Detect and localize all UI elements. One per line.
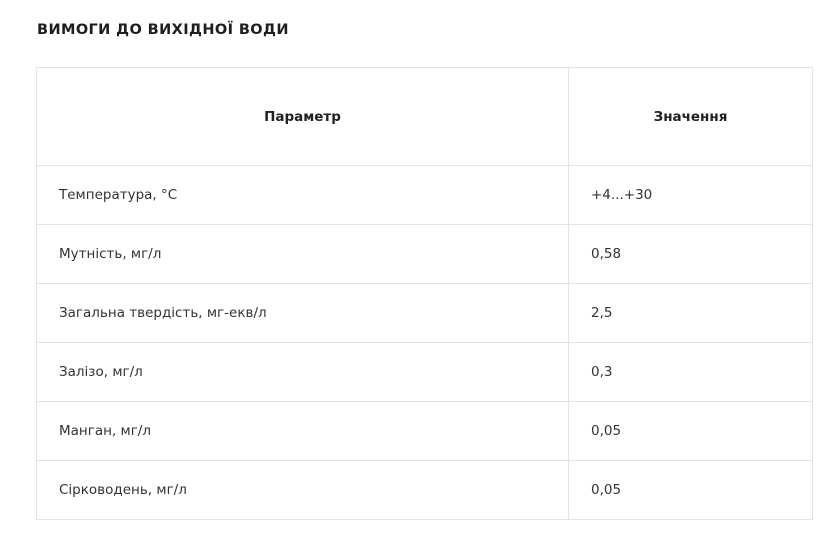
table-row: Залізо, мг/л 0,3 bbox=[36, 342, 813, 402]
parameter-cell: Манган, мг/л bbox=[36, 401, 569, 461]
value-cell: 0,05 bbox=[568, 401, 813, 461]
parameter-cell: Загальна твердість, мг-екв/л bbox=[36, 283, 569, 343]
table-header-row: Параметр Значення bbox=[36, 67, 813, 166]
table-row: Загальна твердість, мг-екв/л 2,5 bbox=[36, 283, 813, 343]
table-row: Сірководень, мг/л 0,05 bbox=[36, 460, 813, 520]
value-cell: 0,3 bbox=[568, 342, 813, 402]
parameter-cell: Залізо, мг/л bbox=[36, 342, 569, 402]
header-parameter: Параметр bbox=[36, 67, 569, 166]
value-cell: 2,5 bbox=[568, 283, 813, 343]
parameter-cell: Температура, °С bbox=[36, 165, 569, 225]
table-row: Мутність, мг/л 0,58 bbox=[36, 224, 813, 284]
section-title: ВИМОГИ ДО ВИХІДНОЇ ВОДИ bbox=[37, 22, 289, 38]
value-cell: +4...+30 bbox=[568, 165, 813, 225]
value-cell: 0,58 bbox=[568, 224, 813, 284]
header-value: Значення bbox=[568, 67, 813, 166]
table-row: Температура, °С +4...+30 bbox=[36, 165, 813, 225]
value-cell: 0,05 bbox=[568, 460, 813, 520]
parameter-cell: Мутність, мг/л bbox=[36, 224, 569, 284]
table-row: Манган, мг/л 0,05 bbox=[36, 401, 813, 461]
parameter-cell: Сірководень, мг/л bbox=[36, 460, 569, 520]
water-requirements-table: Параметр Значення Температура, °С +4...+3… bbox=[36, 67, 813, 520]
